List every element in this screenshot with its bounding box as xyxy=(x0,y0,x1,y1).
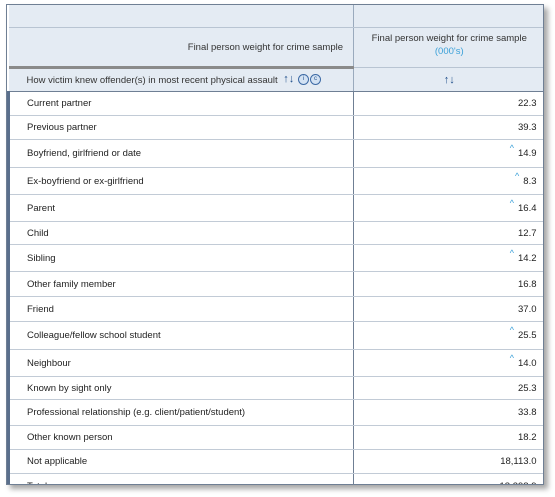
row-value-cell: ^ 14.9 xyxy=(353,139,543,168)
header-top-right-cell xyxy=(353,5,543,28)
row-label[interactable]: Sibling xyxy=(7,244,354,272)
row-value: 25.5 xyxy=(518,330,537,341)
sort-descending-icon[interactable]: ↓ xyxy=(288,73,295,86)
row-value: 14.2 xyxy=(518,252,537,264)
row-value-cell: 22.3 xyxy=(353,91,543,116)
row-label[interactable]: Other family member xyxy=(7,271,354,297)
measure-header-cell[interactable]: Final person weight for crime sample (00… xyxy=(353,27,543,68)
caution-flag: ^ xyxy=(509,143,514,153)
header-top-row xyxy=(8,5,543,28)
measure-units: (000's) xyxy=(434,46,464,57)
table-row: Other known person 18.2 xyxy=(7,425,543,450)
row-value-cell: ^ 25.5 xyxy=(353,321,543,350)
row-label[interactable]: Previous partner xyxy=(7,115,354,140)
table-row: Ex-boyfriend or ex-girlfriend ^ 8.3 xyxy=(7,167,543,195)
row-value-cell: 12.7 xyxy=(353,221,543,245)
row-label[interactable]: Other known person xyxy=(7,425,354,450)
table-row: Total 18,398.9 xyxy=(7,473,543,485)
row-label[interactable]: Child xyxy=(7,221,354,245)
caution-flag: ^ xyxy=(509,197,514,208)
row-value: 39.3 xyxy=(518,122,537,133)
row-label[interactable]: Colleague/fellow school student xyxy=(7,321,354,350)
table-row: Not applicable 18,113.0 xyxy=(7,449,543,474)
table-row: Friend 37.0 xyxy=(7,296,543,322)
row-label[interactable]: Total xyxy=(7,473,354,484)
caution-flag: ^ xyxy=(509,352,514,363)
row-value: 12.7 xyxy=(518,227,537,239)
row-value-cell: ^ 14.2 xyxy=(353,244,543,272)
caution-flag: ^ xyxy=(515,170,520,181)
table-row: Previous partner 39.3 xyxy=(7,115,543,140)
measure-corner-label: Final person weight for crime sample xyxy=(8,27,354,68)
row-value: 8.3 xyxy=(523,175,537,187)
header-corner-cell xyxy=(8,5,354,28)
row-label[interactable]: Boyfriend, girlfriend or date xyxy=(7,139,354,168)
row-value: 16.8 xyxy=(518,278,537,290)
caution-flag: ^ xyxy=(509,247,514,258)
row-value-cell: 25.3 xyxy=(353,376,543,400)
table-row: Sibling ^ 14.2 xyxy=(7,244,543,272)
row-value: 18,113.0 xyxy=(500,456,537,467)
row-value-cell: 39.3 xyxy=(353,115,543,140)
row-header-row: How victim knew offender(s) in most rece… xyxy=(8,66,543,92)
row-label[interactable]: Neighbour xyxy=(7,349,354,377)
row-value: 25.3 xyxy=(518,382,537,394)
measure-sort-descending-icon[interactable]: ↓ xyxy=(449,73,455,86)
row-value: 22.3 xyxy=(518,98,537,109)
row-value: 18.2 xyxy=(518,432,537,443)
data-table: Final person weight for crime sample Fin… xyxy=(7,5,543,485)
row-label[interactable]: Known by sight only xyxy=(7,376,354,400)
row-value: 14.0 xyxy=(518,357,537,369)
row-value-cell: ^ 14.0 xyxy=(353,349,543,377)
caution-flag: ^ xyxy=(509,325,514,335)
measure-sort-cell: ↑↓ xyxy=(353,67,543,92)
row-value-cell: 16.8 xyxy=(353,271,543,297)
table-row: Child 12.7 xyxy=(7,221,543,245)
measure-title: Final person weight for crime sample xyxy=(371,33,527,44)
row-value: 14.9 xyxy=(518,148,537,159)
row-label[interactable]: Not applicable xyxy=(7,449,354,474)
row-value-cell: 33.8 xyxy=(353,399,543,426)
row-value: 16.4 xyxy=(518,202,537,214)
row-value: 37.0 xyxy=(518,303,537,315)
row-value: 33.8 xyxy=(518,407,537,418)
row-value-cell: 18,113.0 xyxy=(353,449,543,474)
row-value-cell: ^ 8.3 xyxy=(353,167,543,195)
copyright-icon[interactable]: c xyxy=(309,74,321,86)
row-value-cell: 18.2 xyxy=(353,425,543,450)
table-row: Parent ^ 16.4 xyxy=(7,194,543,222)
row-value-cell: ^ 16.4 xyxy=(353,194,543,222)
table-row: Professional relationship (e.g. client/p… xyxy=(7,399,543,426)
table-window: Final person weight for crime sample Fin… xyxy=(6,4,544,485)
row-header-cell: How victim knew offender(s) in most rece… xyxy=(8,66,354,92)
row-header-label: How victim knew offender(s) in most rece… xyxy=(26,74,278,86)
row-label[interactable]: Friend xyxy=(7,296,354,322)
row-label[interactable]: Ex-boyfriend or ex-girlfriend xyxy=(7,167,354,195)
table-row: Colleague/fellow school student ^ 25.5 xyxy=(7,321,543,350)
info-icon[interactable]: i xyxy=(297,74,309,86)
table-row: Known by sight only 25.3 xyxy=(7,376,543,400)
row-label[interactable]: Parent xyxy=(7,194,354,222)
row-label[interactable]: Professional relationship (e.g. client/p… xyxy=(7,399,354,426)
table-row: Neighbour ^ 14.0 xyxy=(7,349,543,377)
row-value: 18,398.9 xyxy=(500,481,537,485)
table-row: Other family member 16.8 xyxy=(7,271,543,297)
table-body: Current partner 22.3 Previous partner 39.3 B… xyxy=(7,91,543,485)
row-label[interactable]: Current partner xyxy=(7,91,354,116)
measure-sort-ascending-icon[interactable]: ↑ xyxy=(443,73,450,86)
row-value-cell: 37.0 xyxy=(353,296,543,322)
row-value-cell: 18,398.9 xyxy=(353,473,543,485)
sort-ascending-icon[interactable]: ↑ xyxy=(283,73,289,86)
table-row: Current partner 22.3 xyxy=(7,91,543,116)
measure-header-row: Final person weight for crime sample Fin… xyxy=(8,27,543,68)
table-row: Boyfriend, girlfriend or date ^ 14.9 xyxy=(7,139,543,168)
